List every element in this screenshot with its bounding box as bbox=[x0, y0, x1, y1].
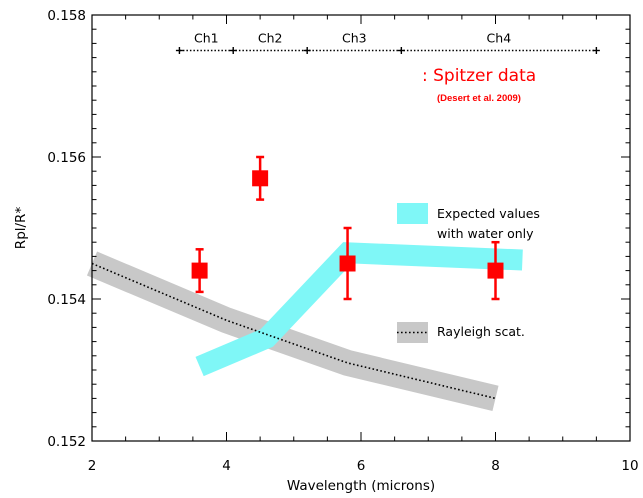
legend-spitzer-label: : Spitzer data bbox=[422, 66, 536, 86]
legend-water-label-line1: Expected values bbox=[437, 206, 540, 221]
rayleigh-line bbox=[91, 262, 496, 400]
legend-spitzer-citation: (Desert et al. 2009) bbox=[437, 93, 521, 104]
spitzer-point-2 bbox=[339, 255, 356, 272]
model-bands bbox=[86, 242, 523, 412]
x-axis-label: Wavelength (microns) bbox=[287, 478, 435, 494]
spitzer-point-0 bbox=[191, 262, 208, 279]
channel-ranges: Ch1 Ch2 Ch3 Ch4 bbox=[175, 31, 600, 54]
channel-label-4: Ch4 bbox=[487, 31, 512, 46]
legend-rayleigh-swatch bbox=[397, 322, 428, 343]
channel-label-3: Ch3 bbox=[342, 31, 367, 46]
x-tick-label: 6 bbox=[357, 458, 366, 474]
plot-axes: 2 4 6 8 10 0.152 0.154 0.156 0.158 Wavelength (mi… bbox=[13, 8, 639, 494]
x-tick-label: 10 bbox=[621, 458, 638, 474]
legend-water-label-line2: with water only bbox=[437, 226, 534, 241]
spitzer-point-3 bbox=[487, 262, 504, 279]
x-tick-label: 2 bbox=[88, 458, 97, 474]
y-tick-label: 0.154 bbox=[47, 292, 86, 308]
y-axis-label: Rpl/R* bbox=[13, 207, 29, 250]
water-model-band bbox=[195, 242, 523, 377]
x-tick-label: 4 bbox=[222, 458, 231, 474]
channel-label-2: Ch2 bbox=[258, 31, 283, 46]
spitzer-point-1 bbox=[252, 170, 269, 187]
legend-water-swatch bbox=[397, 203, 428, 224]
data-markers bbox=[191, 170, 504, 279]
legend: : Spitzer data (Desert et al. 2009) Expe… bbox=[397, 66, 540, 343]
y-tick-label: 0.156 bbox=[47, 150, 86, 166]
channel-label-1: Ch1 bbox=[194, 31, 219, 46]
legend-rayleigh-label: Rayleigh scat. bbox=[437, 324, 525, 339]
x-tick-label: 8 bbox=[491, 458, 500, 474]
rayleigh-band bbox=[86, 251, 499, 412]
y-tick-label: 0.152 bbox=[47, 434, 86, 450]
y-tick-label: 0.158 bbox=[47, 8, 86, 24]
